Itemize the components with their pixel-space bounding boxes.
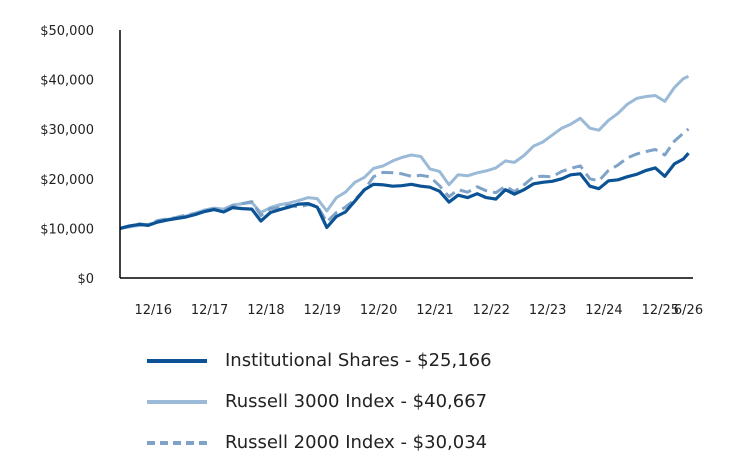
series-line-0 xyxy=(119,152,690,230)
x-tick-label: 12/16 xyxy=(135,303,172,318)
legend-label: Russell 3000 Index - $40,667 xyxy=(225,391,488,412)
x-tick-label: 12/25 xyxy=(642,303,679,318)
legend-item-institutional-shares: Institutional Shares - $25,166 xyxy=(147,340,492,381)
series-line-2 xyxy=(119,127,690,230)
legend-item-russell-3000: Russell 3000 Index - $40,667 xyxy=(147,381,492,422)
x-axis-ticks: 12/16 12/17 12/18 12/19 12/20 12/21 12/22 12/23… xyxy=(135,303,704,318)
y-tick-label: $30,000 xyxy=(40,123,94,138)
x-tick-label: 12/23 xyxy=(529,303,566,318)
chart-legend: Institutional Shares - $25,166 Russell 3… xyxy=(147,340,492,463)
x-tick-label: 12/22 xyxy=(473,303,510,318)
x-tick-label: 12/17 xyxy=(191,303,228,318)
legend-swatch-institutional-shares xyxy=(147,358,207,363)
x-tick-label: 12/21 xyxy=(416,303,453,318)
x-tick-label: 12/19 xyxy=(304,303,341,318)
legend-swatch-russell-2000 xyxy=(147,440,207,445)
y-tick-label: $0 xyxy=(77,272,94,287)
legend-swatch-russell-3000 xyxy=(147,399,207,404)
y-axis-ticks: $0 $10,000 $20,000 $30,000 $40,000 $50,000 xyxy=(40,24,94,287)
x-tick-label: 6/26 xyxy=(674,303,703,318)
y-tick-label: $10,000 xyxy=(40,222,94,237)
legend-item-russell-2000: Russell 2000 Index - $30,034 xyxy=(147,422,492,463)
y-tick-label: $50,000 xyxy=(40,24,94,39)
legend-label: Russell 2000 Index - $30,034 xyxy=(225,432,488,453)
legend-label: Institutional Shares - $25,166 xyxy=(225,350,492,371)
line-chart: $0 $10,000 $20,000 $30,000 $40,000 $50,000 12… xyxy=(40,24,704,318)
x-tick-label: 12/18 xyxy=(247,303,284,318)
series-lines xyxy=(119,74,690,230)
y-tick-label: $40,000 xyxy=(40,74,94,89)
y-tick-label: $20,000 xyxy=(40,173,94,188)
x-tick-label: 12/20 xyxy=(360,303,397,318)
series-line-1 xyxy=(119,74,690,230)
x-tick-label: 12/24 xyxy=(585,303,622,318)
